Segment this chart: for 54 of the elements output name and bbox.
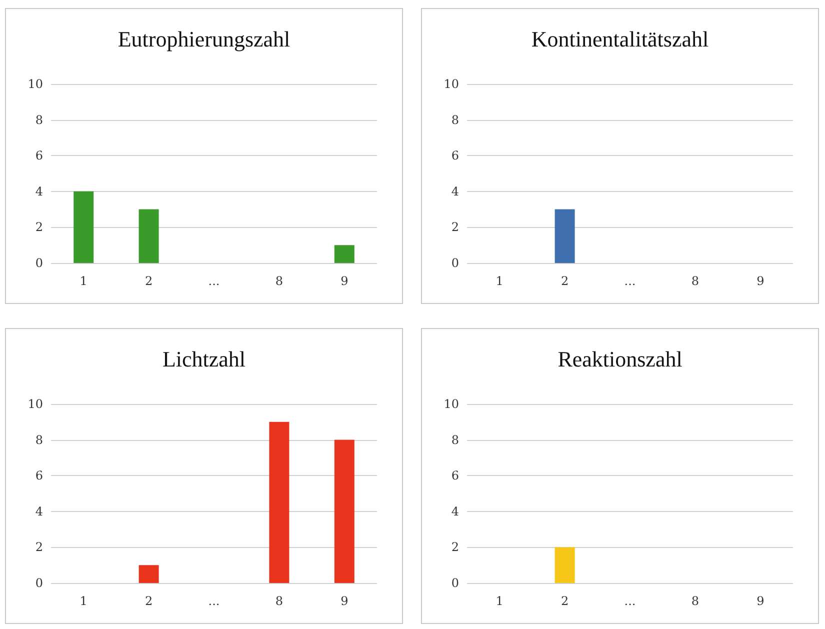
- y-tick-label: 2: [35, 540, 43, 554]
- y-tick-label: 4: [35, 504, 44, 518]
- x-tick-label: 1: [80, 274, 88, 288]
- bar: [334, 440, 354, 583]
- y-tick-label: 8: [35, 432, 43, 447]
- chart-title: Reaktionszahl: [558, 346, 682, 372]
- x-tick-label: 8: [275, 274, 284, 288]
- y-tick-label: 2: [35, 220, 43, 234]
- y-tick-label: 0: [451, 576, 459, 590]
- x-tick-label: ...: [624, 274, 636, 288]
- x-tick-label: 2: [560, 594, 569, 608]
- y-tick-label: 4: [35, 184, 44, 198]
- x-tick-label: 2: [144, 274, 153, 288]
- x-tick-label: 2: [560, 274, 569, 288]
- y-tick-label: 2: [451, 220, 459, 234]
- y-tick-label: 0: [451, 256, 459, 270]
- bar: [138, 565, 159, 583]
- y-tick-label: 6: [451, 468, 459, 483]
- x-tick-label: 9: [340, 594, 348, 608]
- x-tick-label: 8: [691, 274, 700, 288]
- x-tick-label: 9: [340, 274, 348, 288]
- y-tick-label: 6: [35, 468, 43, 483]
- x-tick-label: 1: [496, 274, 504, 288]
- y-tick-label: 0: [35, 256, 43, 270]
- y-tick-label: 10: [444, 397, 459, 411]
- y-tick-label: 8: [451, 112, 459, 127]
- y-tick-label: 10: [28, 77, 43, 91]
- chart-title: Kontinentalitätszahl: [531, 26, 709, 52]
- x-tick-label: 9: [756, 594, 764, 608]
- x-tick-label: ...: [624, 594, 636, 608]
- y-tick-label: 8: [35, 112, 43, 127]
- bar: [334, 245, 354, 263]
- x-tick-label: ...: [208, 274, 220, 288]
- y-tick-label: 10: [444, 77, 459, 91]
- chart-title: Lichtzahl: [162, 346, 246, 372]
- chart-title: Eutrophierungszahl: [118, 26, 290, 52]
- x-tick-label: 8: [691, 594, 700, 608]
- x-tick-label: 1: [496, 594, 504, 608]
- bar: [269, 422, 290, 583]
- x-tick-label: 2: [144, 594, 153, 608]
- y-tick-label: 0: [35, 576, 43, 590]
- x-tick-label: ...: [208, 594, 220, 608]
- bar: [138, 209, 159, 263]
- y-tick-label: 8: [451, 432, 459, 447]
- y-tick-label: 6: [35, 148, 43, 163]
- y-tick-label: 4: [451, 504, 460, 518]
- y-tick-label: 10: [28, 397, 43, 411]
- y-tick-label: 4: [451, 184, 460, 198]
- bar: [74, 191, 94, 263]
- x-tick-label: 8: [275, 594, 284, 608]
- y-tick-label: 6: [451, 148, 459, 163]
- y-tick-label: 2: [451, 540, 459, 554]
- x-tick-label: 9: [756, 274, 764, 288]
- x-tick-label: 1: [80, 594, 88, 608]
